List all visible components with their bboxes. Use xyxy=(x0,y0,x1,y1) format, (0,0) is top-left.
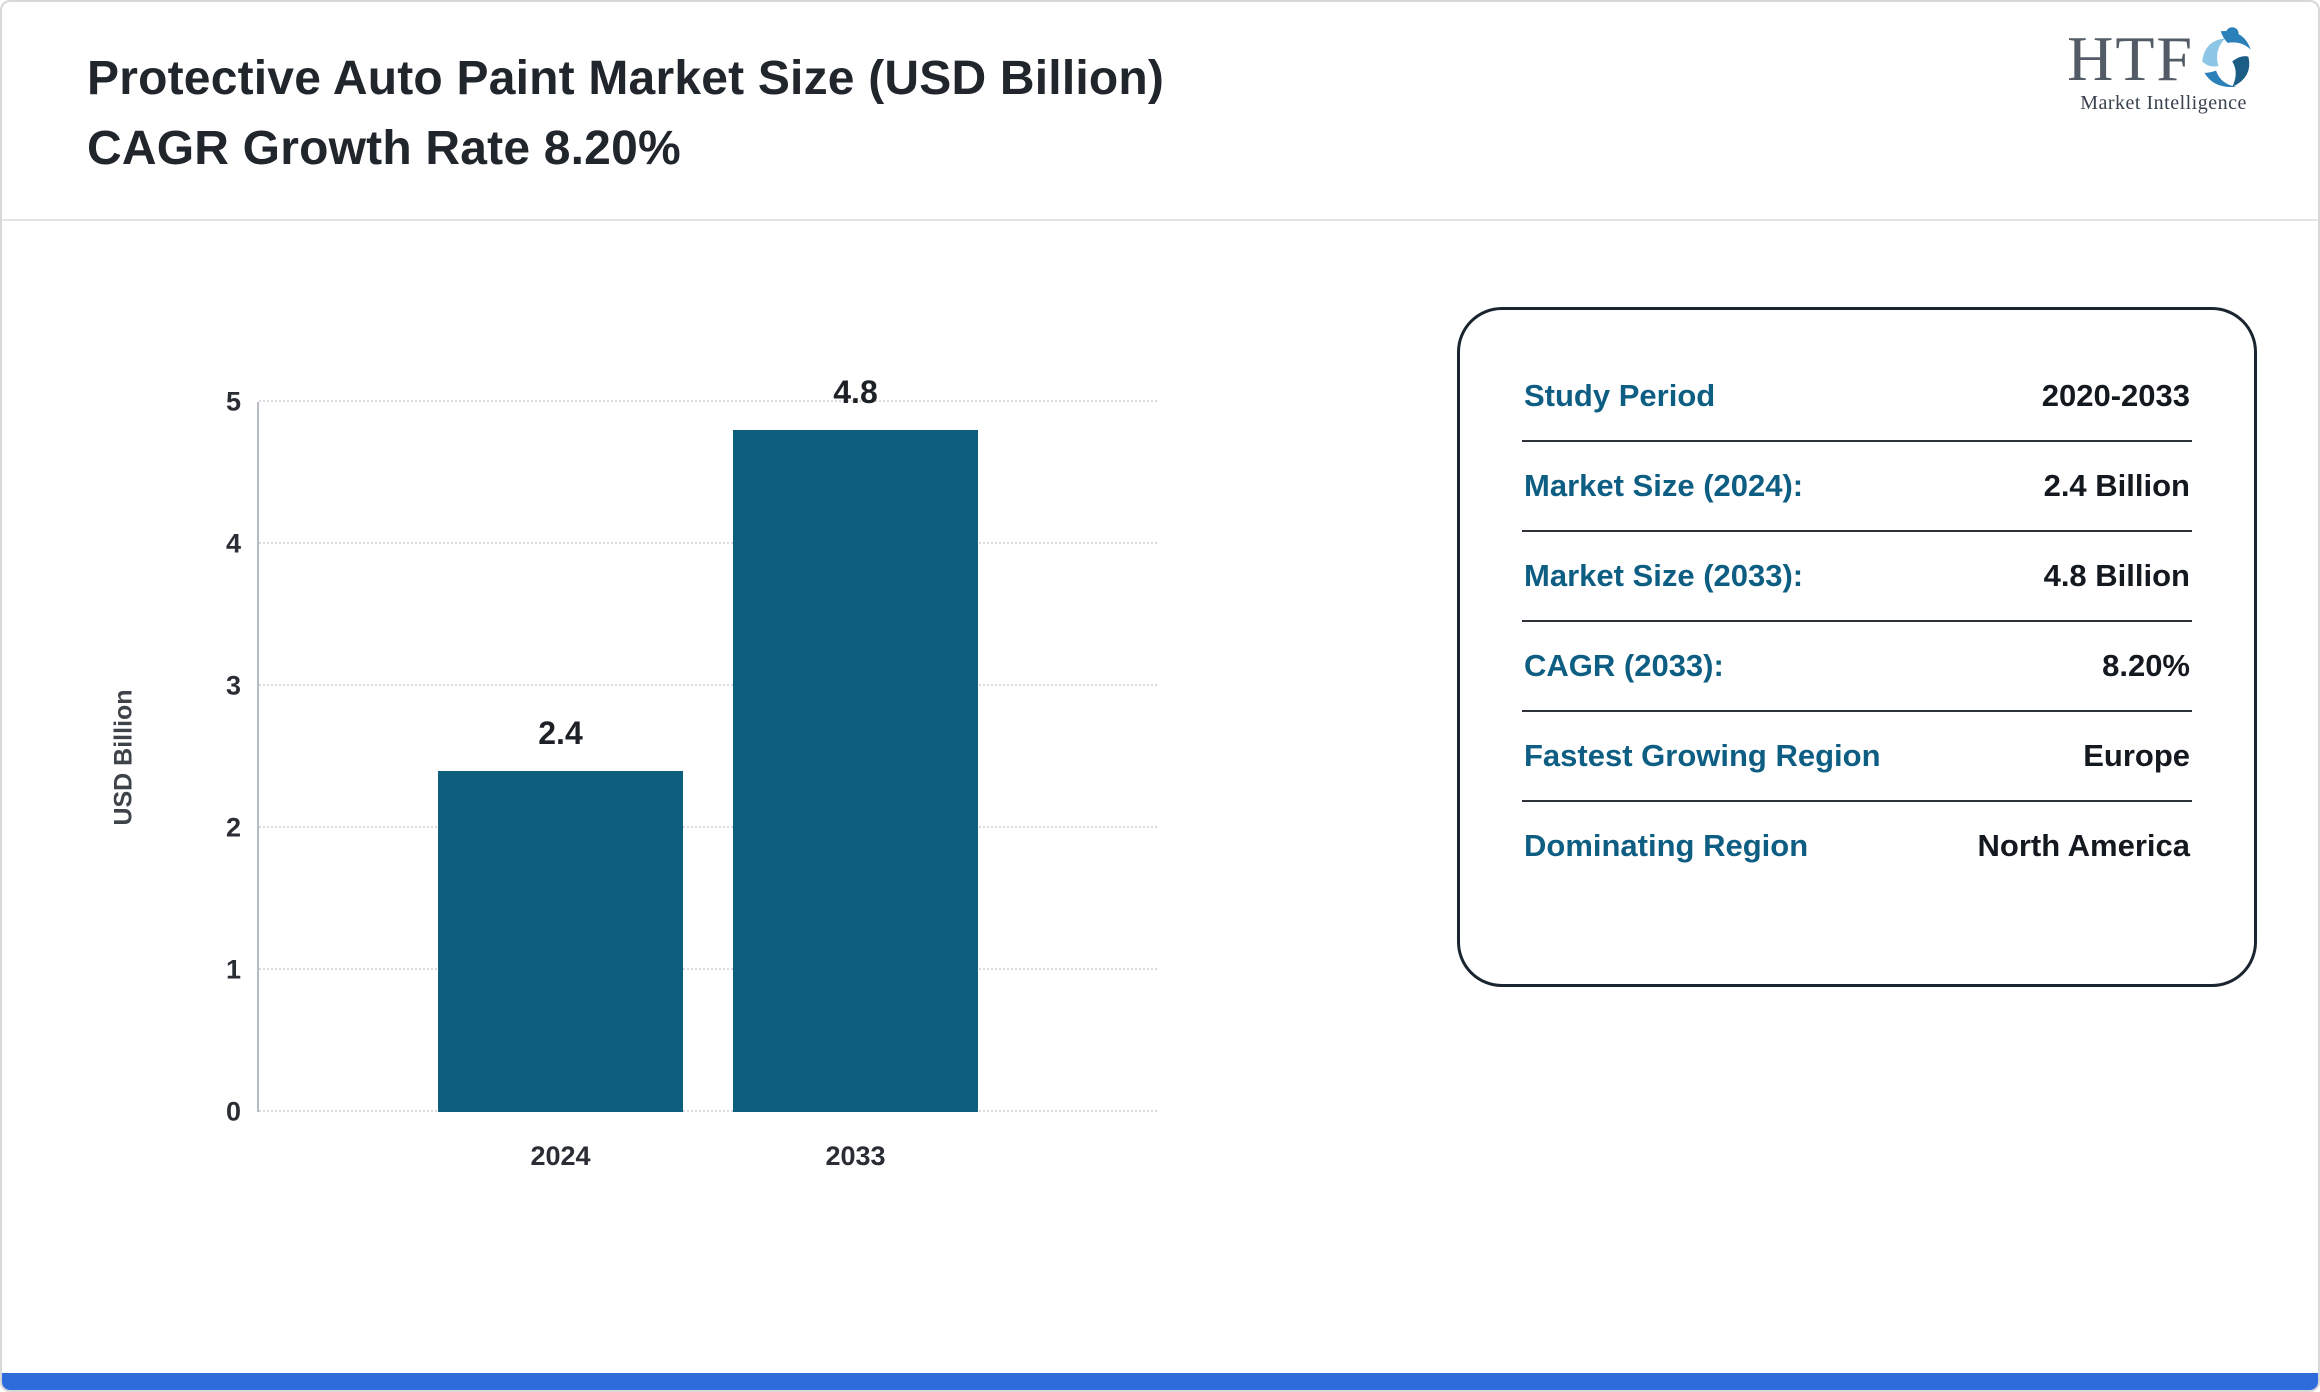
htf-logo-subtext: Market Intelligence xyxy=(2080,92,2247,114)
info-row: Market Size (2033): 4.8 Billion xyxy=(1522,532,2192,622)
info-row-value: North America xyxy=(1977,828,2190,863)
info-row: Study Period 2020-2033 xyxy=(1522,352,2192,442)
info-row-label: CAGR (2033): xyxy=(1524,648,1724,683)
info-row-value: 8.20% xyxy=(2102,648,2190,683)
info-card-rows: Study Period 2020-2033 Market Size (2024):… xyxy=(1522,352,2192,890)
htf-logo-swirl-icon xyxy=(2202,27,2251,88)
info-row-value: 4.8 Billion xyxy=(2043,558,2190,593)
bar-2033: 4.8 2033 xyxy=(733,374,978,1171)
htf-logo-text: HTF xyxy=(2067,23,2194,94)
header: Protective Auto Paint Market Size (USD B… xyxy=(2,2,2318,221)
info-row-label: Fastest Growing Region xyxy=(1524,738,1881,773)
page-title-line-1: Protective Auto Paint Market Size (USD B… xyxy=(87,52,1165,105)
x-tick-label: 2024 xyxy=(530,1141,591,1171)
gridline: 4 xyxy=(226,529,1157,559)
page-title-line-2: CAGR Growth Rate 8.20% xyxy=(87,121,681,175)
info-row: Dominating Region North America xyxy=(1522,802,2192,890)
info-row-value: Europe xyxy=(2083,738,2190,773)
bar-2024: 2.4 2024 xyxy=(438,715,683,1171)
bar-value-label: 2.4 xyxy=(538,715,583,752)
y-tick-label: 1 xyxy=(225,954,241,985)
info-row-value: 2020-2033 xyxy=(2041,378,2190,413)
info-row-label: Study Period xyxy=(1524,378,1716,413)
info-row-label: Market Size (2024): xyxy=(1524,468,1804,503)
htf-logo-row: HTF xyxy=(2067,22,2260,96)
gridline: 1 xyxy=(226,955,1157,985)
bars: 2.4 2024 4.8 2033 xyxy=(259,374,1157,1171)
gridline: 5 xyxy=(226,387,1157,417)
y-tick-label: 0 xyxy=(225,1096,241,1127)
y-tick-label: 2 xyxy=(225,812,241,843)
info-row-label: Market Size (2033): xyxy=(1524,558,1804,593)
y-axis-title: USD Billion xyxy=(79,402,169,1112)
y-axis-title-text: USD Billion xyxy=(109,688,138,826)
y-tick-label: 3 xyxy=(225,670,241,701)
info-row: Market Size (2024): 2.4 Billion xyxy=(1522,442,2192,532)
y-tick-label: 4 xyxy=(225,528,241,559)
info-card: Study Period 2020-2033 Market Size (2024):… xyxy=(1457,307,2257,987)
bar-value-label: 4.8 xyxy=(833,374,878,411)
gridline: 0 xyxy=(226,1097,1157,1127)
bottom-accent-strip xyxy=(2,1373,2318,1390)
gridline: 3 xyxy=(226,671,1157,701)
gridline: 2 xyxy=(226,813,1157,843)
info-row-label: Dominating Region xyxy=(1524,828,1809,863)
info-row-value: 2.4 Billion xyxy=(2043,468,2190,503)
x-tick-label: 2033 xyxy=(825,1141,886,1171)
htf-logo: HTF Market Intelligence xyxy=(2067,22,2260,115)
info-row: CAGR (2033): 8.20% xyxy=(1522,622,2192,712)
y-tick-label: 5 xyxy=(225,386,241,417)
plot-area: USD Billion 2.4 2024 4.8 2033 0 1 2 3 4 5 xyxy=(110,374,1157,1171)
info-row: Fastest Growing Region Europe xyxy=(1522,712,2192,802)
